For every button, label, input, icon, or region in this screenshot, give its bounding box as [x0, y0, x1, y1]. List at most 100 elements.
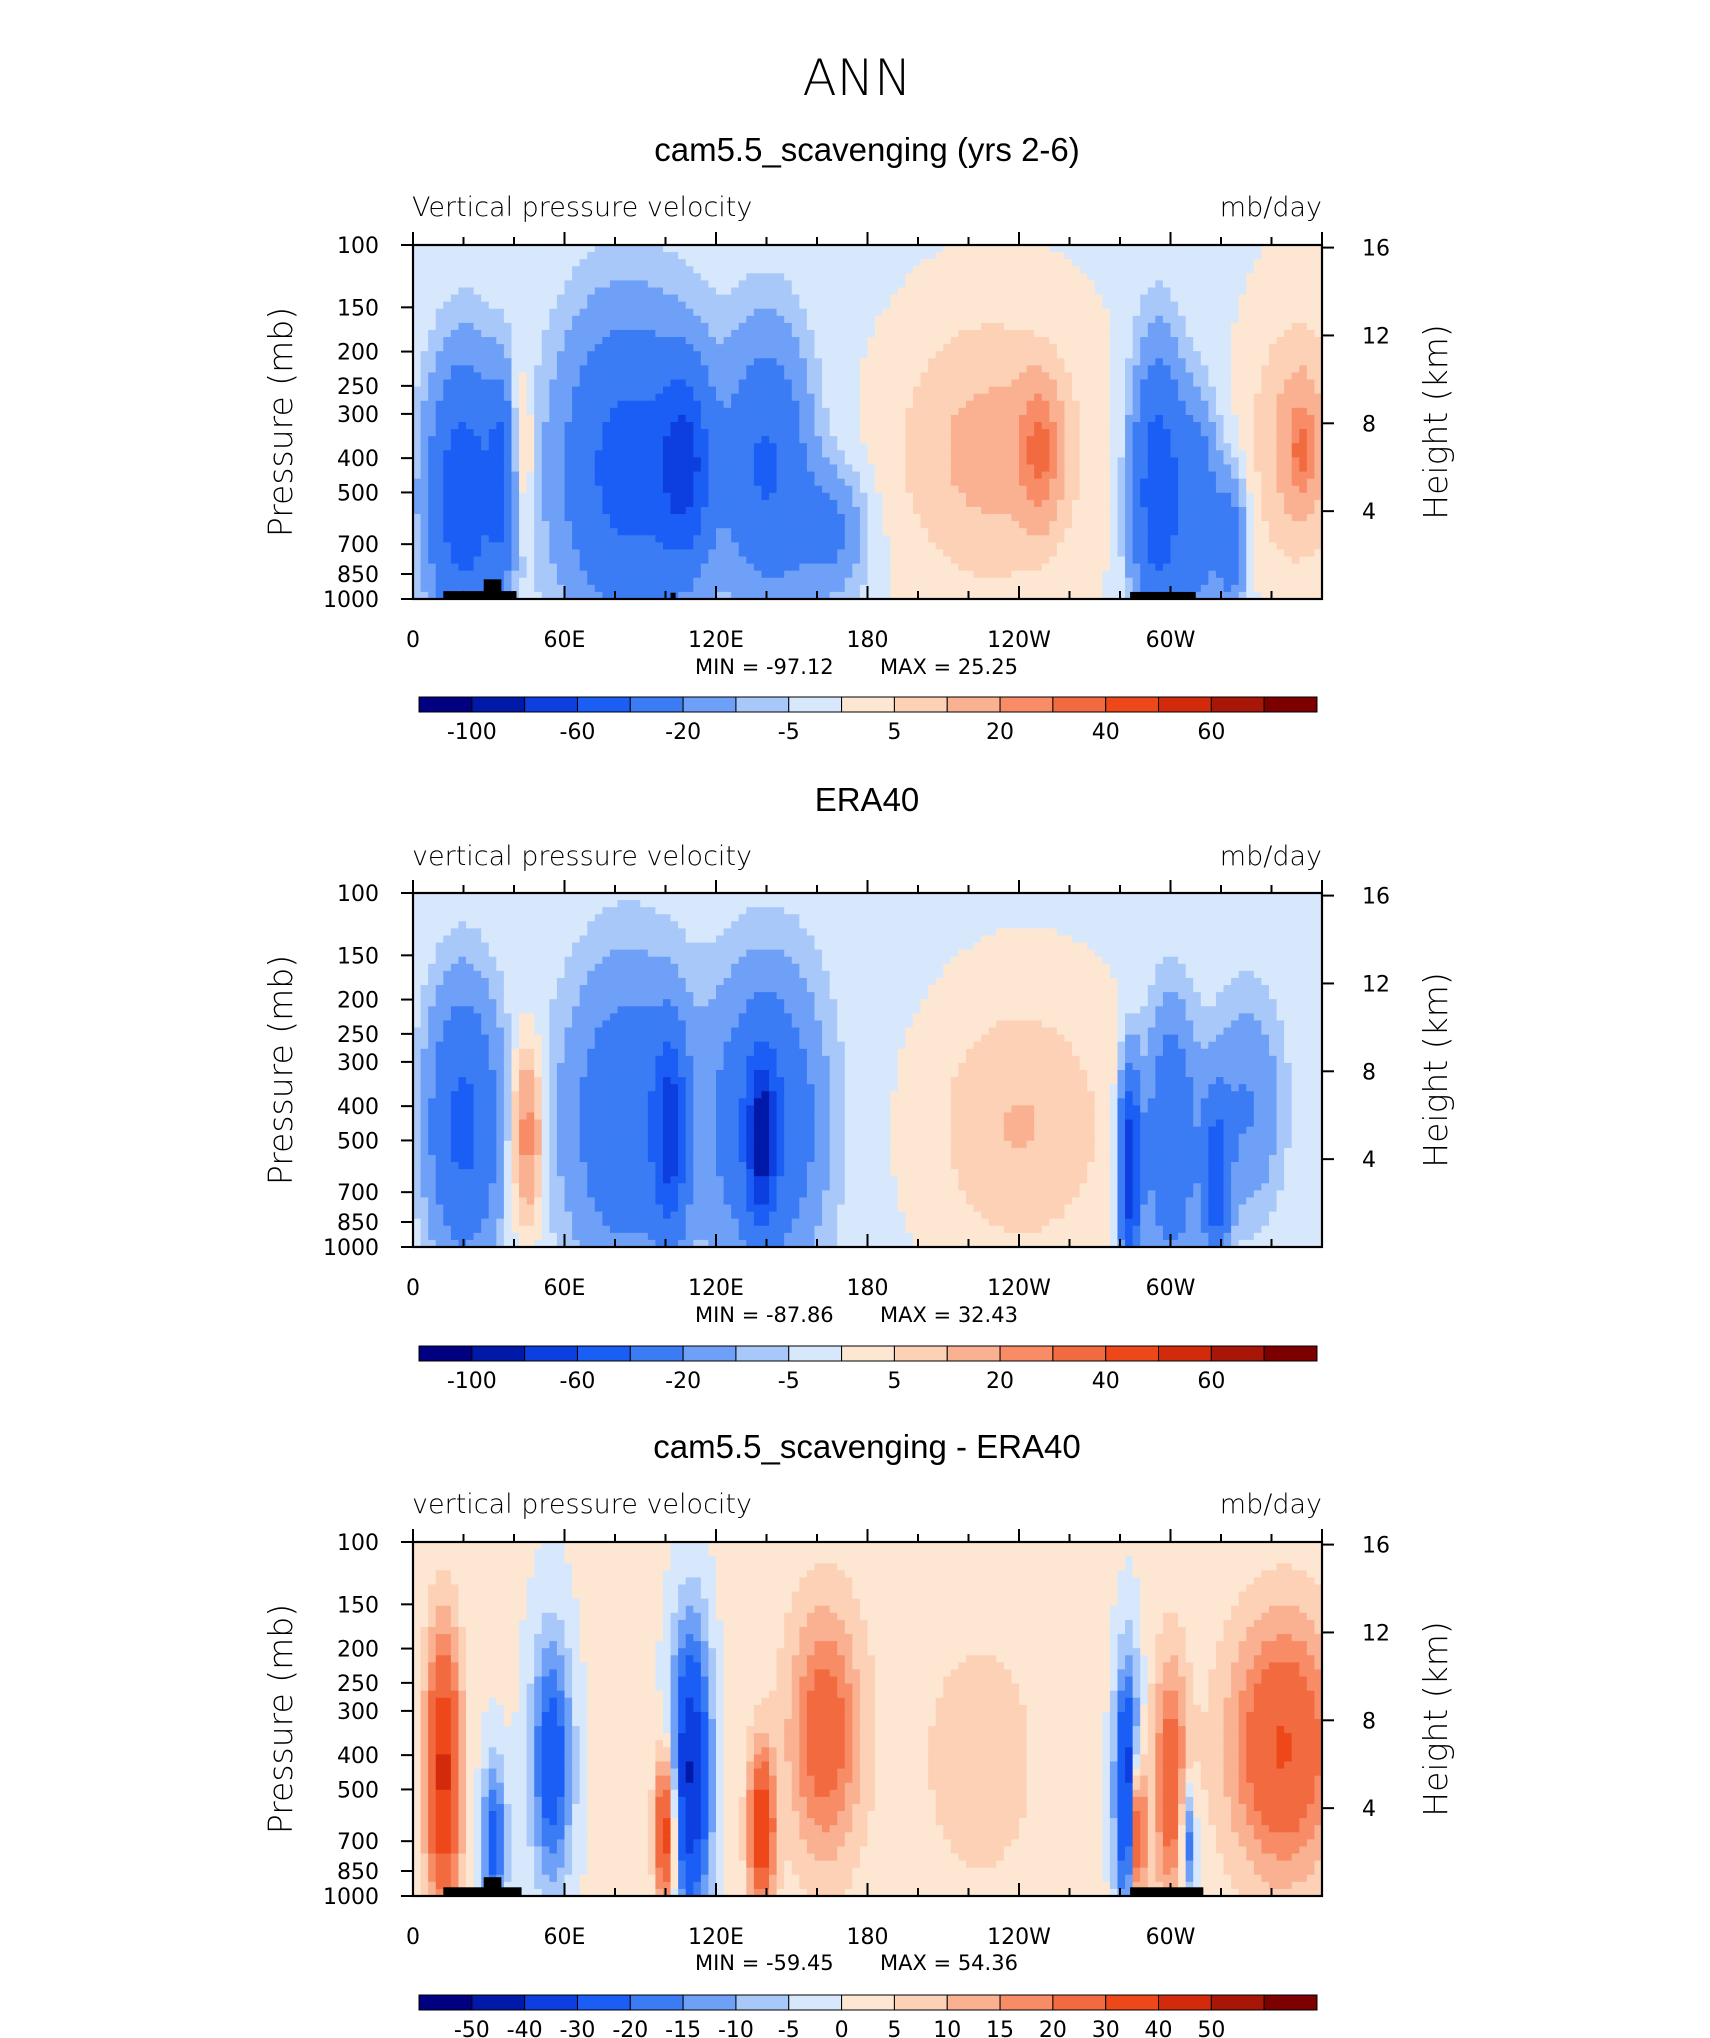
field-cell	[617, 407, 626, 416]
field-cell	[1094, 464, 1103, 473]
field-cell	[935, 273, 944, 281]
field-cell	[541, 499, 550, 508]
field-cell	[602, 429, 611, 437]
field-cell	[1011, 379, 1020, 388]
field-cell	[965, 478, 975, 487]
field-cell	[488, 407, 497, 416]
field-cell	[716, 400, 725, 409]
field-cell	[632, 478, 641, 487]
field-cell	[1223, 429, 1232, 437]
field-cell	[1238, 464, 1247, 473]
field-cell	[1231, 528, 1240, 536]
field-cell	[943, 422, 952, 430]
field-cell	[738, 379, 747, 388]
field-cell	[973, 351, 982, 359]
field-cell	[1185, 358, 1194, 366]
field-cell	[1291, 471, 1300, 480]
field-cell	[1011, 287, 1020, 296]
field-cell	[1094, 259, 1103, 267]
field-cell	[1291, 514, 1300, 522]
field-cell	[1140, 450, 1149, 458]
field-cell	[450, 443, 460, 451]
field-cell	[1215, 514, 1225, 522]
field-cell	[806, 294, 816, 303]
field-cell	[875, 393, 884, 402]
field-cell	[731, 521, 740, 529]
field-cell	[1314, 492, 1323, 501]
field-cell	[867, 400, 876, 409]
field-cell	[549, 414, 558, 423]
field-cell	[822, 400, 831, 409]
field-cell	[890, 365, 899, 374]
field-cell	[1231, 294, 1240, 303]
field-cell	[1215, 506, 1225, 515]
field-cell	[413, 492, 422, 501]
field-cell	[572, 365, 581, 374]
field-cell	[594, 521, 603, 529]
field-cell	[912, 337, 922, 345]
field-cell	[731, 471, 740, 480]
field-cell	[1064, 514, 1073, 522]
field-cell	[670, 521, 679, 529]
field-cell	[1041, 301, 1050, 310]
field-cell	[731, 337, 740, 345]
field-cell	[458, 358, 467, 366]
field-cell	[761, 259, 770, 267]
field-cell	[814, 464, 823, 473]
field-cell	[912, 308, 922, 317]
field-cell	[1231, 322, 1240, 331]
field-cell	[488, 422, 497, 430]
field-cell	[496, 386, 505, 395]
field-cell	[829, 506, 838, 515]
field-cell	[1208, 245, 1217, 253]
field-cell	[534, 514, 543, 522]
field-cell	[458, 322, 467, 331]
field-cell	[526, 372, 535, 381]
field-cell	[1034, 499, 1043, 508]
field-cell	[1117, 429, 1126, 437]
field-cell	[519, 322, 528, 331]
field-cell	[920, 252, 929, 260]
field-cell	[1079, 386, 1088, 395]
field-cell	[496, 287, 505, 296]
field-cell	[685, 443, 694, 451]
field-cell	[564, 407, 573, 416]
field-cell	[723, 386, 732, 395]
field-cell	[1132, 273, 1141, 281]
field-cell	[935, 393, 944, 402]
field-cell	[1087, 429, 1096, 437]
field-cell	[859, 386, 869, 395]
field-cell	[897, 273, 906, 281]
field-cell	[943, 379, 952, 388]
field-cell	[1155, 294, 1164, 303]
field-cell	[466, 245, 475, 253]
field-cell	[784, 492, 793, 501]
field-cell	[579, 443, 588, 451]
field-cell	[693, 400, 702, 409]
field-cell	[693, 308, 702, 317]
field-cell	[1079, 464, 1088, 473]
field-cell	[1140, 344, 1149, 352]
field-cell	[973, 499, 982, 508]
field-cell	[1276, 259, 1285, 267]
field-cell	[943, 266, 952, 274]
field-cell	[579, 280, 588, 289]
field-cell	[1291, 414, 1300, 423]
field-cell	[1178, 521, 1187, 529]
field-cell	[1056, 308, 1066, 317]
field-cell	[1132, 329, 1141, 338]
field-cell	[958, 308, 967, 317]
field-cell	[1261, 514, 1270, 522]
field-cell	[1200, 514, 1209, 522]
field-cell	[965, 457, 975, 466]
field-cell	[700, 464, 710, 473]
field-cell	[549, 457, 558, 466]
field-cell	[973, 528, 982, 536]
field-cell	[988, 365, 997, 374]
field-cell	[1011, 499, 1020, 508]
field-cell	[632, 344, 641, 352]
field-cell	[443, 499, 452, 508]
field-cell	[799, 485, 808, 494]
field-cell	[867, 358, 876, 366]
field-cell	[655, 351, 664, 359]
